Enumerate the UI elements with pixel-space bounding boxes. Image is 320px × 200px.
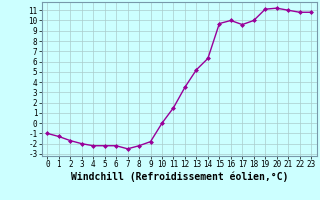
X-axis label: Windchill (Refroidissement éolien,°C): Windchill (Refroidissement éolien,°C): [70, 172, 288, 182]
